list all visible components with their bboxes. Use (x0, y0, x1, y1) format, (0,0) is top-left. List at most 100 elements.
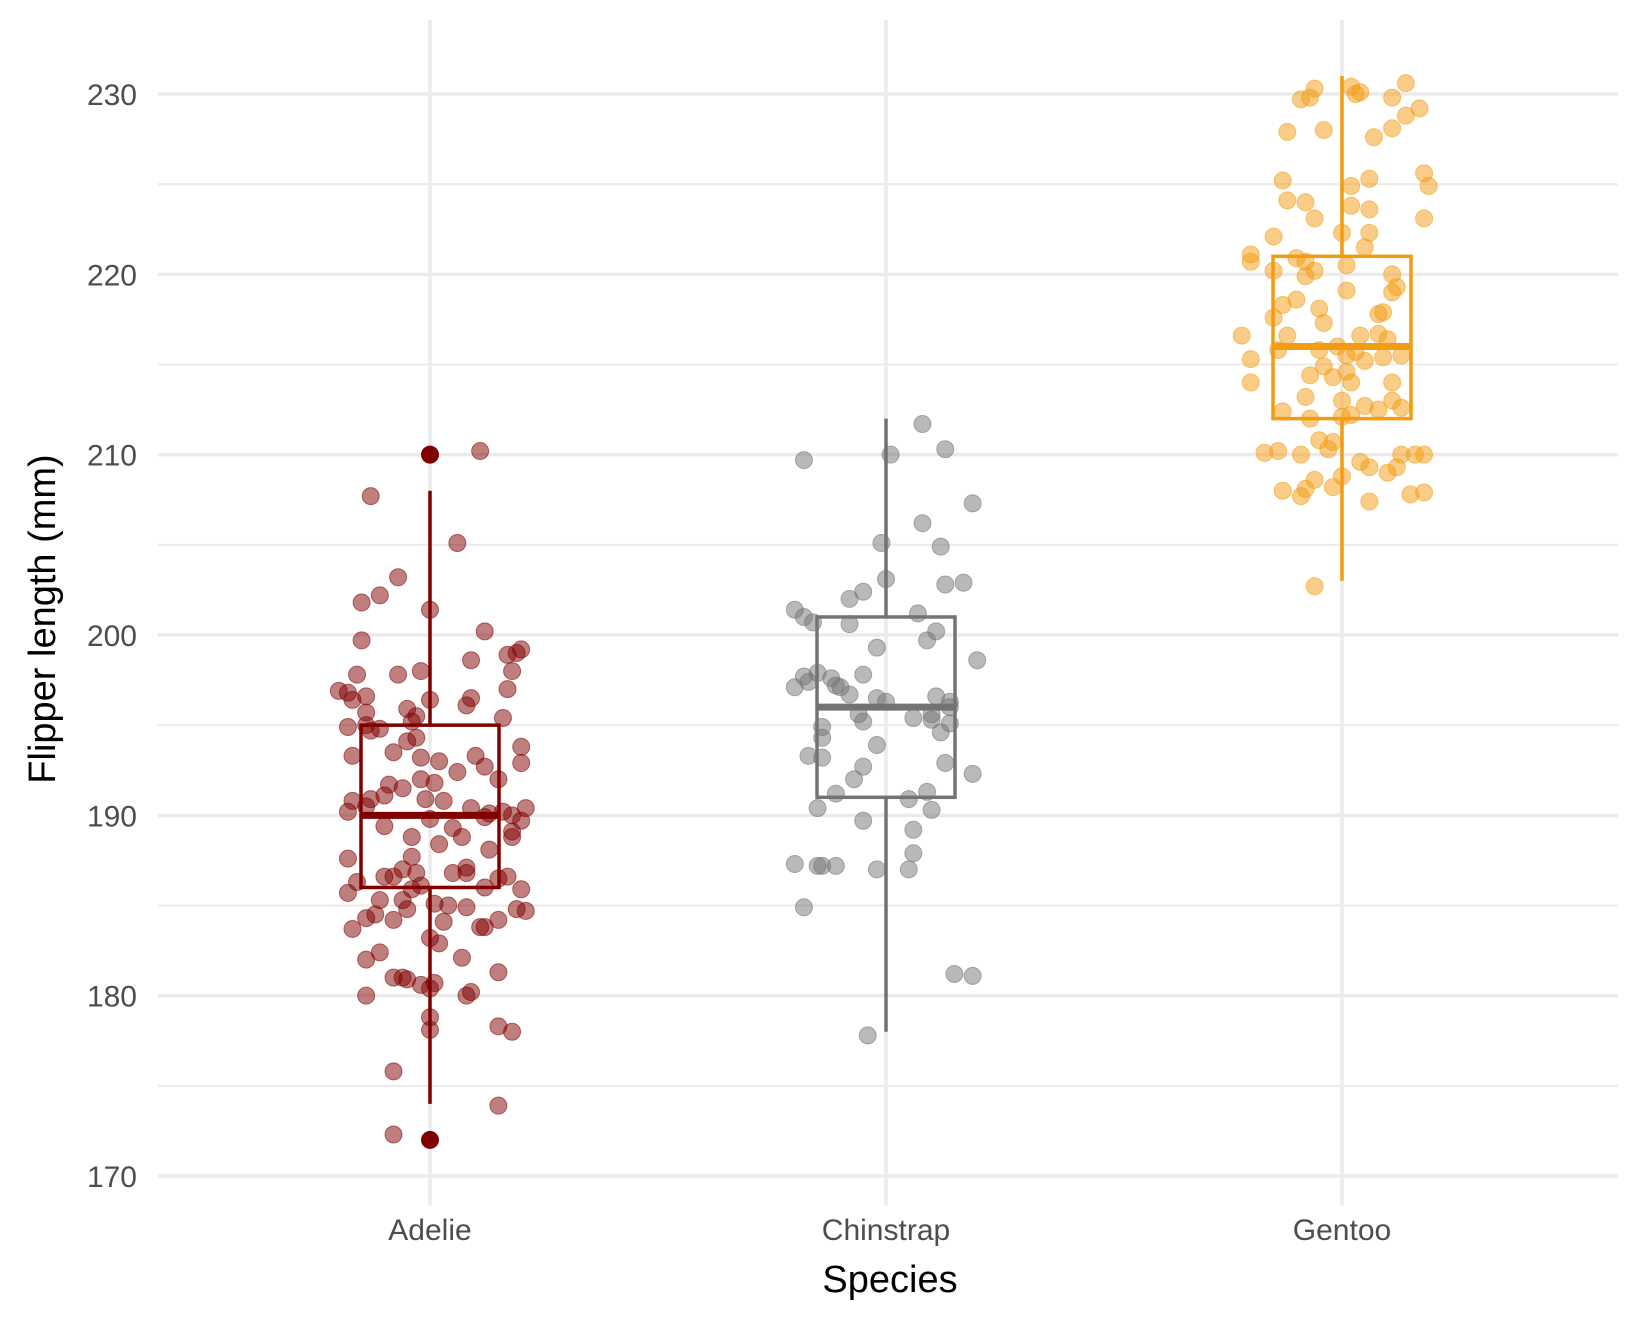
data-point (1273, 171, 1292, 190)
data-point (1310, 341, 1329, 360)
data-point (1378, 330, 1397, 349)
data-point (434, 791, 453, 810)
data-point (503, 822, 522, 841)
data-point (489, 770, 508, 789)
data-point (434, 912, 453, 931)
data-point (1291, 487, 1310, 506)
data-point (352, 593, 371, 612)
data-point (1387, 458, 1406, 477)
data-point (1333, 407, 1351, 426)
data-point (908, 604, 927, 623)
data-point (794, 898, 813, 917)
data-point (1273, 295, 1292, 314)
data-point (1360, 200, 1379, 219)
data-point (1337, 281, 1356, 300)
data-point (398, 900, 417, 919)
data-point (1415, 209, 1434, 228)
data-point (785, 855, 804, 874)
data-point (498, 867, 517, 886)
data-point (963, 966, 982, 985)
data-point (1314, 314, 1333, 333)
data-point (402, 827, 421, 846)
data-point (854, 757, 873, 776)
data-point (877, 570, 895, 589)
data-point (1383, 373, 1402, 392)
data-point (840, 615, 859, 634)
x-tick-labels: Adelie Chinstrap Gentoo (388, 1214, 1391, 1247)
x-tick-label: Chinstrap (822, 1214, 950, 1247)
data-point (457, 898, 476, 917)
y-tick-label: 190 (87, 800, 137, 833)
data-point (389, 568, 408, 587)
data-point (357, 909, 376, 928)
data-point (1360, 492, 1379, 511)
data-point (352, 631, 371, 650)
data-point (421, 809, 439, 828)
data-point (503, 662, 522, 681)
data-point (480, 840, 499, 859)
data-point (1383, 119, 1402, 138)
data-point (357, 687, 376, 706)
data-point (475, 878, 494, 897)
x-tick-label: Gentoo (1293, 1214, 1391, 1247)
data-point (826, 856, 845, 875)
data-point (1415, 483, 1434, 502)
data-point (348, 665, 367, 684)
data-point (1273, 402, 1292, 421)
data-point (384, 910, 403, 929)
data-point (913, 415, 932, 434)
outlier-point (421, 1130, 439, 1149)
y-tick-label: 170 (87, 1161, 137, 1194)
data-point (489, 1096, 508, 1115)
data-point (954, 573, 973, 592)
data-point (430, 835, 449, 854)
data-point (813, 728, 832, 747)
data-point (452, 948, 471, 967)
data-point (858, 1026, 877, 1045)
data-point (425, 773, 444, 792)
data-point (799, 746, 818, 765)
data-point (936, 575, 955, 594)
data-point (357, 986, 376, 1005)
data-point (904, 844, 923, 863)
data-point (357, 797, 376, 816)
data-point (968, 651, 987, 670)
data-point (1364, 128, 1383, 147)
grid (158, 20, 1618, 1205)
data-point (1396, 106, 1415, 125)
data-point (1273, 481, 1292, 500)
data-point (384, 743, 403, 762)
y-tick-label: 180 (87, 981, 137, 1014)
data-point (1383, 283, 1402, 302)
data-point (338, 717, 357, 736)
data-point (384, 867, 403, 886)
data-point (1255, 443, 1274, 462)
data-point (1355, 238, 1374, 257)
data-point (448, 534, 467, 553)
data-point (370, 719, 389, 738)
data-point (867, 860, 886, 879)
data-point (516, 901, 535, 920)
data-point (922, 705, 941, 724)
y-tick-label: 230 (87, 79, 137, 112)
data-point (1278, 191, 1297, 210)
data-point (425, 974, 444, 993)
data-point (1232, 326, 1251, 345)
data-point (1241, 252, 1260, 271)
series-adelie (329, 442, 535, 1149)
data-point (1374, 303, 1393, 322)
data-point (343, 746, 362, 765)
data-point (826, 784, 845, 803)
data-point (1351, 326, 1370, 345)
data-point (475, 808, 494, 827)
data-point (421, 690, 439, 709)
data-point (1333, 223, 1351, 242)
data-point (1396, 74, 1415, 93)
data-point (421, 600, 439, 619)
data-point (904, 708, 923, 727)
data-point (411, 748, 430, 767)
data-point (498, 645, 517, 664)
data-point (389, 665, 408, 684)
data-point (1301, 366, 1320, 385)
series-layer (329, 74, 1438, 1149)
